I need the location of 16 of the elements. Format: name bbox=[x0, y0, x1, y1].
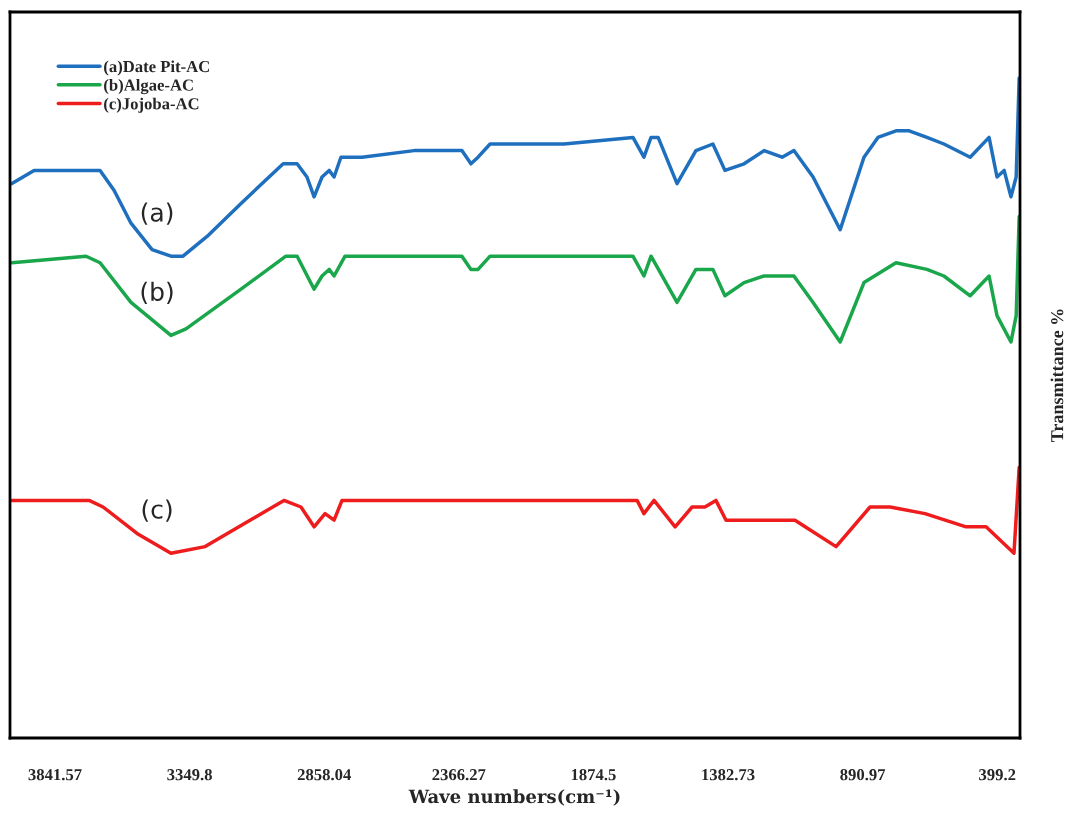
y-axis-title: Transmittance % bbox=[1050, 309, 1064, 442]
x-tick-label: 890.97 bbox=[840, 769, 886, 781]
x-tick-label: 1874.5 bbox=[571, 769, 616, 781]
legend-label: (a)Date Pit-AC bbox=[104, 60, 209, 76]
x-axis-title: Wave numbers(cm⁻¹) bbox=[408, 789, 620, 806]
x-tick-label: 399.2 bbox=[979, 769, 1016, 781]
annotation: (a) bbox=[141, 202, 173, 225]
x-tick-label: 2366.27 bbox=[432, 769, 486, 781]
x-tick-label: 2858.04 bbox=[297, 769, 351, 781]
annotation: (c) bbox=[142, 499, 172, 522]
legend-label: (b)Algae-AC bbox=[104, 78, 193, 95]
annotation: (b) bbox=[141, 281, 173, 304]
x-tick-label: 3349.8 bbox=[167, 769, 212, 781]
legend-label: (c)Jojoba-AC bbox=[104, 97, 199, 113]
x-tick-label: 3841.57 bbox=[28, 769, 82, 781]
x-tick-label: 1382.73 bbox=[702, 769, 755, 781]
